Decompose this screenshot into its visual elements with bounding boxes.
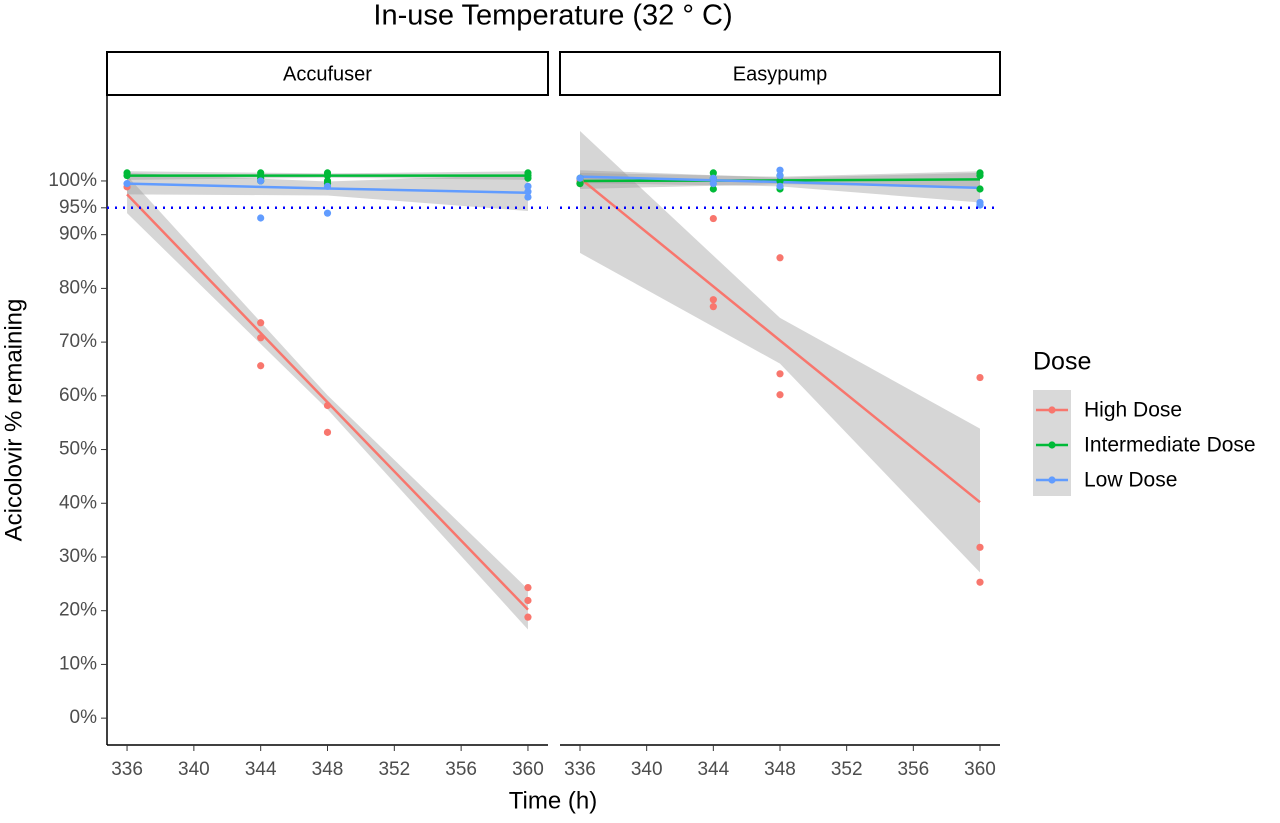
y-tick-label: 30% [59, 546, 97, 567]
data-point [323, 171, 332, 180]
data-point [976, 543, 984, 551]
data-point [524, 174, 532, 182]
data-point [709, 303, 717, 311]
legend-label: High Dose [1084, 399, 1182, 422]
data-point [257, 214, 265, 222]
legend-label: Intermediate Dose [1084, 434, 1256, 457]
facet-strip [559, 51, 1001, 96]
data-point [257, 177, 265, 185]
y-tick-label: 90% [59, 224, 97, 245]
x-tick-label: 356 [445, 759, 477, 780]
legend-key-point [1048, 476, 1056, 484]
data-point [709, 296, 717, 304]
data-point [257, 362, 265, 370]
data-point [776, 166, 784, 174]
y-tick-label: 70% [59, 331, 97, 352]
data-point [123, 171, 131, 180]
data-point [323, 401, 332, 410]
x-tick-label: 360 [512, 759, 544, 780]
confidence-band [127, 172, 528, 212]
y-tick-label: 50% [59, 439, 97, 460]
facet-strip [106, 51, 549, 96]
facet-label: Easypump [733, 63, 828, 85]
y-axis-label: Acicolovir % remaining [0, 299, 27, 542]
x-tick-label: 336 [111, 759, 143, 780]
data-point [776, 391, 784, 399]
y-tick-label: 80% [59, 277, 97, 298]
data-point [976, 373, 984, 382]
x-tick-label: 344 [697, 759, 729, 780]
data-point [123, 180, 131, 188]
y-tick-label: 40% [59, 492, 97, 513]
data-point [976, 171, 984, 180]
data-point [323, 209, 332, 217]
data-point [576, 180, 584, 188]
data-point [709, 185, 717, 193]
data-point [524, 596, 532, 605]
x-axis-label: Time (h) [509, 787, 597, 814]
x-tick-label: 360 [964, 759, 996, 780]
x-tick-label: 348 [312, 759, 344, 780]
data-point [524, 193, 532, 201]
data-point [524, 182, 532, 190]
legend-key-point [1048, 441, 1056, 449]
data-point [257, 334, 265, 342]
data-point [976, 198, 984, 207]
data-point [776, 370, 784, 378]
data-point [524, 613, 532, 621]
x-tick-label: 340 [631, 759, 663, 780]
data-point [776, 177, 784, 185]
y-tick-label: 100% [48, 170, 97, 191]
data-point [257, 319, 265, 327]
x-tick-label: 340 [178, 759, 210, 780]
y-tick-label: 60% [59, 385, 97, 406]
fit-line [579, 177, 981, 504]
x-tick-label: 348 [764, 759, 796, 780]
data-point [524, 584, 532, 592]
legend-label: Low Dose [1084, 469, 1177, 492]
data-point [976, 578, 984, 586]
legend-key-point [1048, 406, 1056, 414]
x-tick-label: 336 [564, 759, 596, 780]
data-point [323, 428, 332, 436]
data-point [709, 180, 717, 188]
confidence-band [580, 130, 980, 573]
data-point [323, 182, 332, 190]
data-point [576, 174, 584, 182]
x-tick-label: 352 [831, 759, 863, 780]
y-tick-label: 20% [59, 600, 97, 621]
facet-label: Accufuser [283, 63, 372, 85]
legend-title: Dose [1033, 348, 1091, 376]
data-point [776, 171, 784, 180]
data-point [709, 174, 717, 182]
y-tick-label: 0% [70, 707, 98, 728]
data-point [776, 182, 784, 190]
x-tick-label: 356 [897, 759, 929, 780]
x-tick-label: 344 [245, 759, 277, 780]
data-point [776, 254, 784, 262]
data-point [709, 214, 717, 223]
y-tick-label: 95% [59, 197, 97, 218]
x-tick-label: 352 [378, 759, 410, 780]
data-point [976, 185, 984, 193]
y-tick-label: 10% [59, 653, 97, 674]
data-point [709, 169, 717, 177]
data-point [524, 188, 532, 196]
chart-title: In-use Temperature (32 ° C) [373, 0, 732, 32]
